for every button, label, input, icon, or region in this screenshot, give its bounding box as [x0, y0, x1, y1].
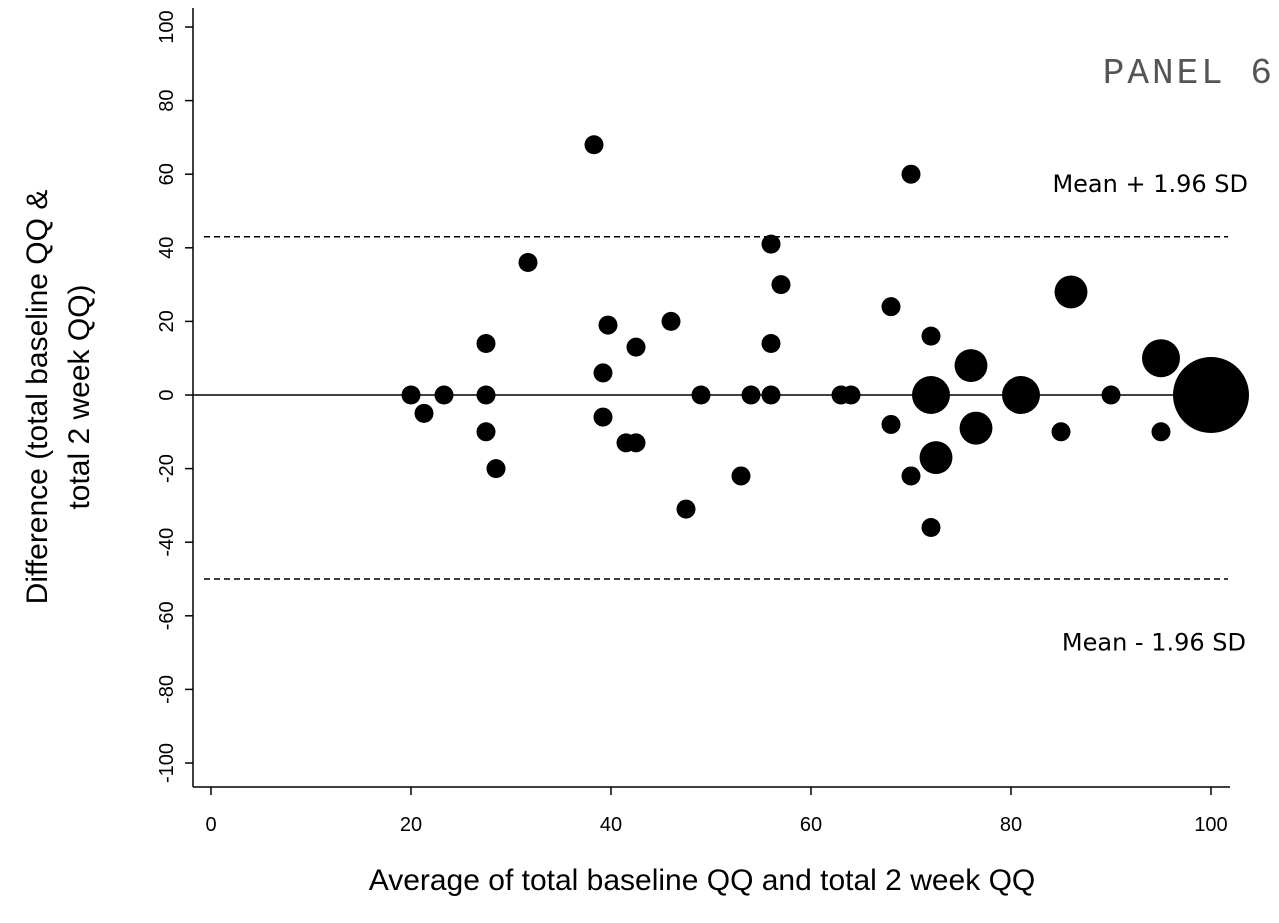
y-axis-title-line-2: total 2 week QQ): [63, 284, 96, 509]
x-ticks: 0 20 40 60 80 100: [205, 787, 1228, 836]
data-point: [401, 385, 421, 405]
y-tick-label: 60: [156, 163, 178, 185]
data-point: [741, 385, 761, 405]
x-tick-label: 60: [800, 814, 822, 836]
data-point: [486, 459, 506, 479]
lower-limit-label: Mean - 1.96 SD: [1062, 629, 1246, 657]
data-point: [761, 234, 781, 254]
data-point: [434, 385, 454, 405]
data-point: [414, 403, 434, 423]
reference-lines: [193, 236, 1230, 580]
x-tick-label: 0: [205, 814, 216, 836]
data-point: [1101, 385, 1121, 405]
data-point: [1173, 357, 1249, 433]
x-tick-label: 20: [400, 814, 422, 836]
panel-label: PANEL 6: [1103, 53, 1275, 94]
data-point: [881, 414, 901, 434]
y-tick-label: -100: [156, 743, 178, 783]
upper-limit-label: Mean + 1.96 SD: [1052, 170, 1248, 198]
data-point: [761, 385, 781, 405]
data-point: [841, 385, 861, 405]
y-tick-label: 40: [156, 237, 178, 259]
data-point: [584, 135, 604, 155]
y-tick-label: 20: [156, 310, 178, 332]
data-point: [959, 411, 993, 445]
data-point: [731, 466, 751, 486]
data-point: [676, 499, 696, 519]
y-tick-label: 80: [156, 89, 178, 111]
data-point: [476, 333, 496, 353]
x-axis-title: Average of total baseline QQ and total 2…: [369, 864, 1036, 897]
x-tick-label: 100: [1194, 814, 1227, 836]
y-tick-label: 0: [156, 389, 178, 400]
data-point: [1051, 422, 1071, 442]
data-point: [593, 407, 613, 427]
x-tick-label: 40: [600, 814, 622, 836]
y-axis-title-line-1: Difference (total baseline QQ &: [21, 190, 54, 605]
data-point: [1054, 275, 1088, 309]
y-tick-label: -40: [156, 528, 178, 557]
data-point: [476, 422, 496, 442]
y-tick-label: -80: [156, 675, 178, 704]
data-point: [954, 349, 988, 383]
data-points: [401, 135, 1249, 537]
x-tick-label: 80: [1000, 814, 1022, 836]
data-point: [661, 311, 681, 331]
data-point: [881, 297, 901, 317]
data-point: [921, 326, 941, 346]
data-point: [476, 385, 496, 405]
y-axis-title: Difference (total baseline QQ & total 2 …: [21, 190, 96, 605]
data-point: [1151, 422, 1171, 442]
data-point: [593, 363, 613, 383]
data-point: [919, 441, 953, 475]
y-tick-label: -60: [156, 601, 178, 630]
data-point: [901, 164, 921, 184]
data-point: [626, 433, 646, 453]
data-point: [1002, 376, 1040, 414]
data-point: [761, 333, 781, 353]
y-tick-label: 100: [156, 10, 178, 43]
data-point: [912, 376, 950, 414]
data-point: [921, 517, 941, 537]
data-point: [691, 385, 711, 405]
data-point: [518, 253, 538, 273]
y-tick-label: -20: [156, 454, 178, 483]
data-point: [598, 315, 618, 335]
y-ticks: -100 -80 -60 -40 -20 0 20 40 60 80 100: [156, 10, 193, 783]
axes: [192, 8, 1230, 788]
data-point: [771, 275, 791, 295]
data-point: [1142, 339, 1180, 378]
data-point: [626, 337, 646, 357]
data-point: [901, 466, 921, 486]
